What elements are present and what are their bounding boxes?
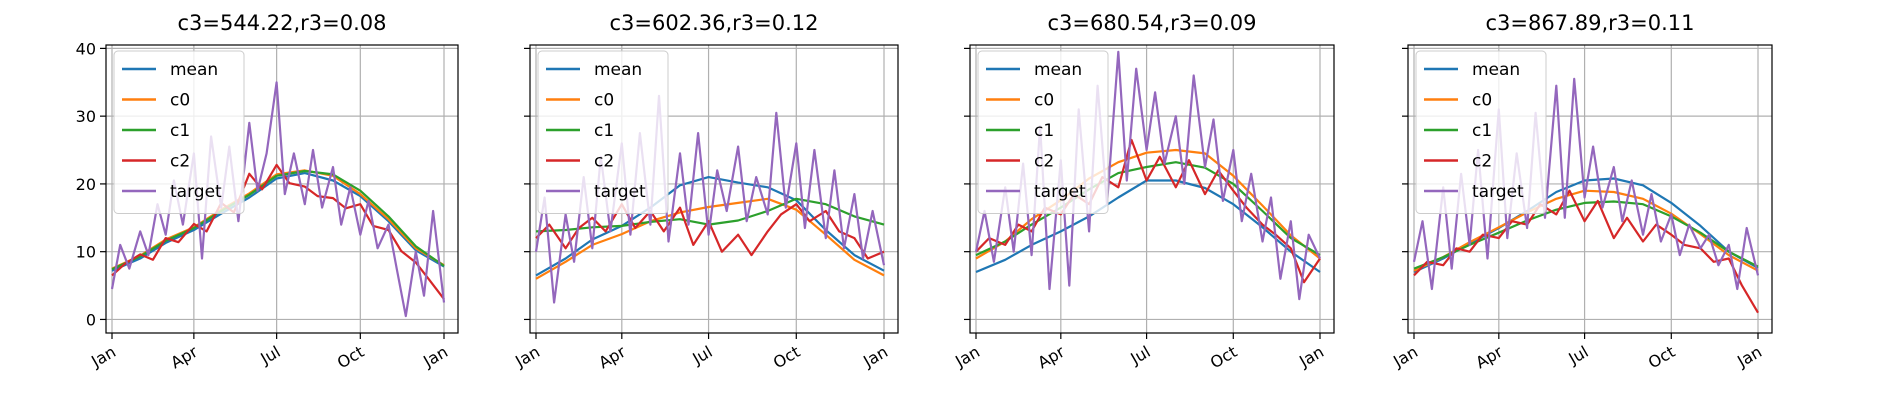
subplot-title: c3=680.54,r3=0.09 (1047, 11, 1256, 35)
legend-label-c1: c1 (1034, 121, 1054, 141)
legend: mean c0 c1 c2 target (537, 50, 669, 214)
legend-label-mean: mean (594, 60, 642, 80)
y-tick-label: 20 (76, 175, 96, 194)
series-line-target (1412, 77, 1760, 291)
subplot-title: c3=544.22,r3=0.08 (177, 11, 386, 35)
legend-label-c0: c0 (1034, 91, 1054, 111)
legend-label-c1: c1 (170, 121, 190, 141)
legend-label-c2: c2 (594, 152, 614, 172)
series-line-c1 (975, 161, 1321, 257)
legend: mean c0 c1 c2 target (113, 50, 245, 214)
y-tick-label: 30 (76, 107, 96, 126)
y-tick-label: 0 (86, 310, 96, 329)
series-line-c2 (535, 203, 885, 260)
series-line-target (534, 94, 886, 304)
legend-label-c1: c1 (1472, 121, 1492, 141)
legend-label-target: target (1034, 182, 1086, 202)
subplot-title: c3=867.89,r3=0.11 (1485, 11, 1694, 35)
legend-label-target: target (1472, 182, 1524, 202)
y-tick-label: 40 (76, 39, 96, 58)
legend-box (1415, 50, 1547, 214)
series-line-target (110, 81, 446, 318)
subplot-title: c3=602.36,r3=0.12 (609, 11, 818, 35)
legend-label-c2: c2 (1472, 152, 1492, 172)
legend-box (537, 50, 669, 214)
legend-label-mean: mean (1472, 60, 1520, 80)
series-line-c2 (975, 138, 1321, 284)
series-line-c1 (111, 169, 445, 271)
axes-frame (969, 44, 1335, 334)
legend-label-target: target (170, 182, 222, 202)
legend-label-target: target (594, 182, 646, 202)
legend-label-mean: mean (1034, 60, 1082, 80)
legend-label-c0: c0 (1472, 91, 1492, 111)
axes-frame (105, 44, 459, 334)
axes-frame (1407, 44, 1773, 334)
legend: mean c0 c1 c2 target (977, 50, 1109, 214)
legend-label-c2: c2 (170, 152, 190, 172)
y-tick-label: 10 (76, 243, 96, 262)
legend-label-mean: mean (170, 60, 218, 80)
legend-label-c1: c1 (594, 121, 614, 141)
legend-box (113, 50, 245, 214)
legend-label-c0: c0 (170, 91, 190, 111)
series-line-mean (111, 172, 445, 272)
legend-box (977, 50, 1109, 214)
legend: mean c0 c1 c2 target (1415, 50, 1547, 214)
legend-label-c0: c0 (594, 91, 614, 111)
axes-frame (529, 44, 899, 334)
legend-label-c2: c2 (1034, 152, 1054, 172)
series-line-target (974, 50, 1321, 301)
series-line-c0 (975, 148, 1321, 260)
